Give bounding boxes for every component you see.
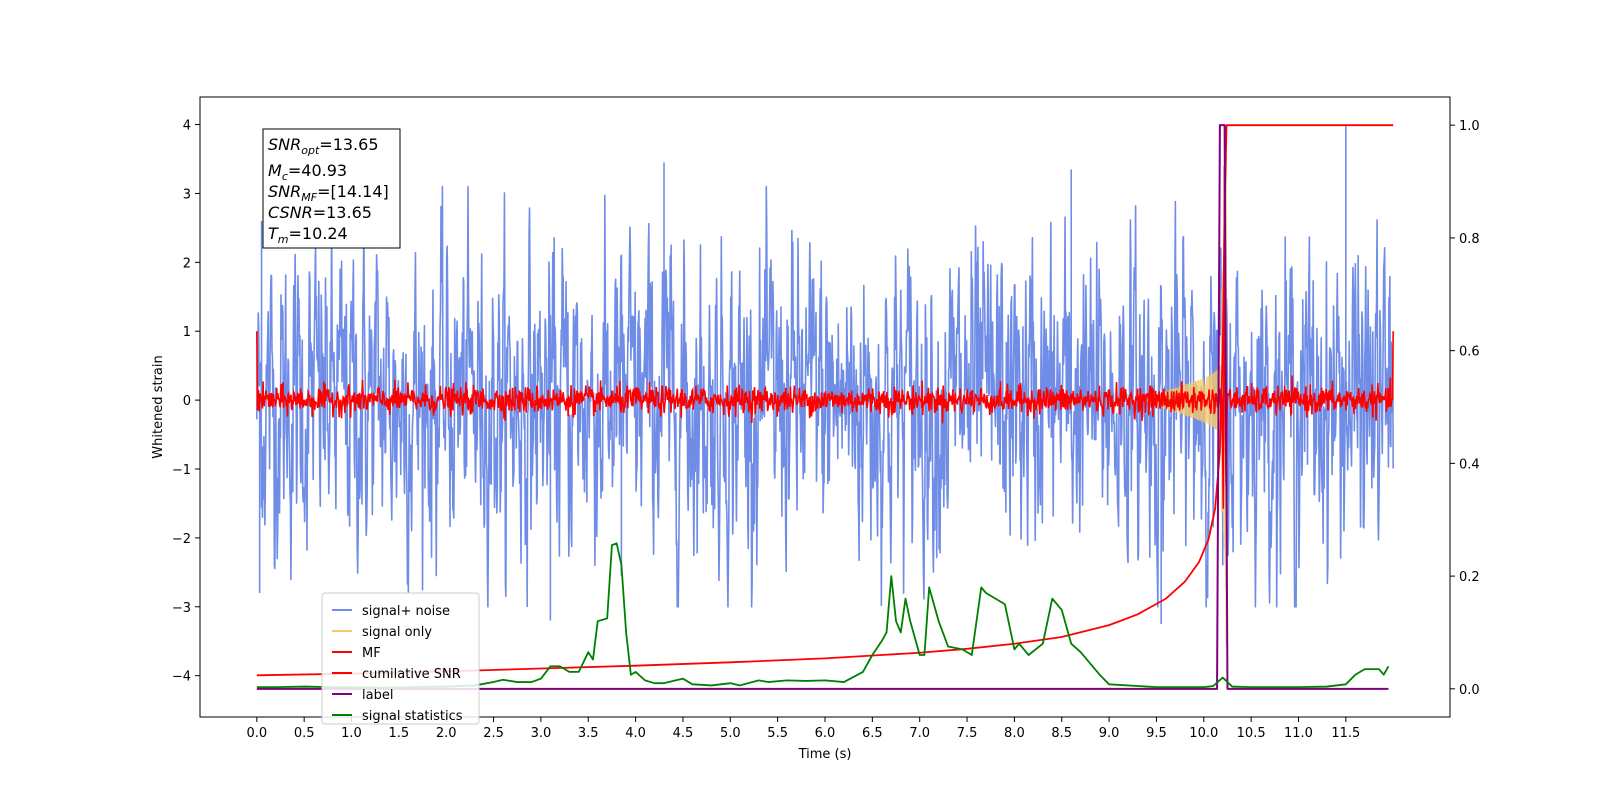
series-signal-noise: [256, 124, 1394, 624]
x-axis-title: Time (s): [798, 747, 852, 762]
legend: signal+ noise signal only MF cumilative SNR…: [321, 592, 480, 725]
x-tick-label: 7.0: [909, 726, 930, 741]
y-tick-label: 2: [183, 256, 191, 271]
legend-label: signal statistics: [362, 709, 463, 724]
series-mf: [256, 165, 1394, 509]
y-axis-left: −4 −3 −2 −1 0 1 2 3 4: [172, 119, 200, 685]
series-label: [256, 124, 1389, 690]
y-tick-label: 4: [183, 119, 191, 134]
series-signal-statistics: [256, 542, 1390, 689]
x-tick-label: 1.0: [341, 726, 362, 741]
stat-csnr: CSNR=13.65: [268, 203, 372, 222]
x-tick-label: 4.5: [673, 726, 694, 741]
y-axis-right: 0.0 0.2 0.4 0.6 0.8 1.0: [1450, 119, 1480, 698]
legend-label: label: [362, 688, 393, 703]
series-layer: [256, 124, 1394, 690]
y-tick-label: −2: [172, 532, 191, 547]
legend-frame: [321, 592, 480, 725]
stat-mc: Mc=40.93: [268, 161, 347, 183]
x-tick-label: 6.0: [815, 726, 836, 741]
x-tick-label: 5.5: [767, 726, 788, 741]
x-tick-label: 9.0: [1099, 726, 1120, 741]
y-tick-label: −3: [172, 601, 191, 616]
x-tick-label: 3.5: [578, 726, 599, 741]
x-tick-label: 2.0: [436, 726, 457, 741]
y2-tick-label: 1.0: [1459, 119, 1480, 134]
x-tick-label: 11.0: [1284, 726, 1313, 741]
x-tick-label: 6.5: [862, 726, 883, 741]
x-tick-label: 5.0: [720, 726, 741, 741]
y2-tick-label: 0.4: [1459, 457, 1480, 472]
x-tick-label: 0.5: [294, 726, 315, 741]
y-tick-label: 1: [183, 325, 191, 340]
stats-box-frame: [262, 128, 401, 249]
x-tick-label: 4.0: [625, 726, 646, 741]
x-tick-label: 7.5: [957, 726, 978, 741]
stat-tm: Tm=10.24: [268, 224, 348, 246]
y2-tick-label: 0.0: [1459, 683, 1480, 698]
x-tick-label: 10.5: [1237, 726, 1266, 741]
legend-label: signal+ noise: [362, 604, 450, 619]
x-tick-label: 3.0: [531, 726, 552, 741]
x-axis: 0.0 0.5 1.0 1.5 2.0 2.5 3.0 3.5 4.0 4.5 5.0 5.5 6.0 6…: [246, 717, 1360, 741]
y2-tick-label: 0.8: [1459, 232, 1480, 247]
stat-snr-opt: SNRopt=13.65: [268, 135, 379, 157]
y-tick-label: 0: [183, 394, 191, 409]
legend-label: signal only: [362, 625, 432, 640]
y-tick-label: −4: [172, 670, 191, 685]
y-axis-title: Whitened strain: [151, 355, 166, 458]
x-tick-label: 11.5: [1331, 726, 1360, 741]
x-tick-label: 8.0: [1004, 726, 1025, 741]
series-cumulative-snr: [256, 124, 1394, 677]
x-tick-label: 1.5: [389, 726, 410, 741]
y-tick-label: −1: [172, 463, 191, 478]
legend-label: cumilative SNR: [362, 667, 461, 682]
y2-tick-label: 0.2: [1459, 570, 1480, 585]
y2-tick-label: 0.6: [1459, 345, 1480, 360]
stat-snr-mf: SNRMF=[14.14]: [268, 182, 389, 204]
legend-label: MF: [362, 646, 381, 661]
y-tick-label: 3: [183, 187, 191, 202]
x-tick-label: 2.5: [483, 726, 504, 741]
x-tick-label: 10.0: [1189, 726, 1218, 741]
x-tick-label: 0.0: [246, 726, 267, 741]
x-tick-label: 8.5: [1051, 726, 1072, 741]
x-tick-label: 9.5: [1146, 726, 1167, 741]
stats-box: SNRopt=13.65 Mc=40.93 SNRMF=[14.14] CSNR…: [262, 128, 401, 249]
legend-items: signal+ noise signal only MF cumilative SNR…: [332, 604, 463, 724]
